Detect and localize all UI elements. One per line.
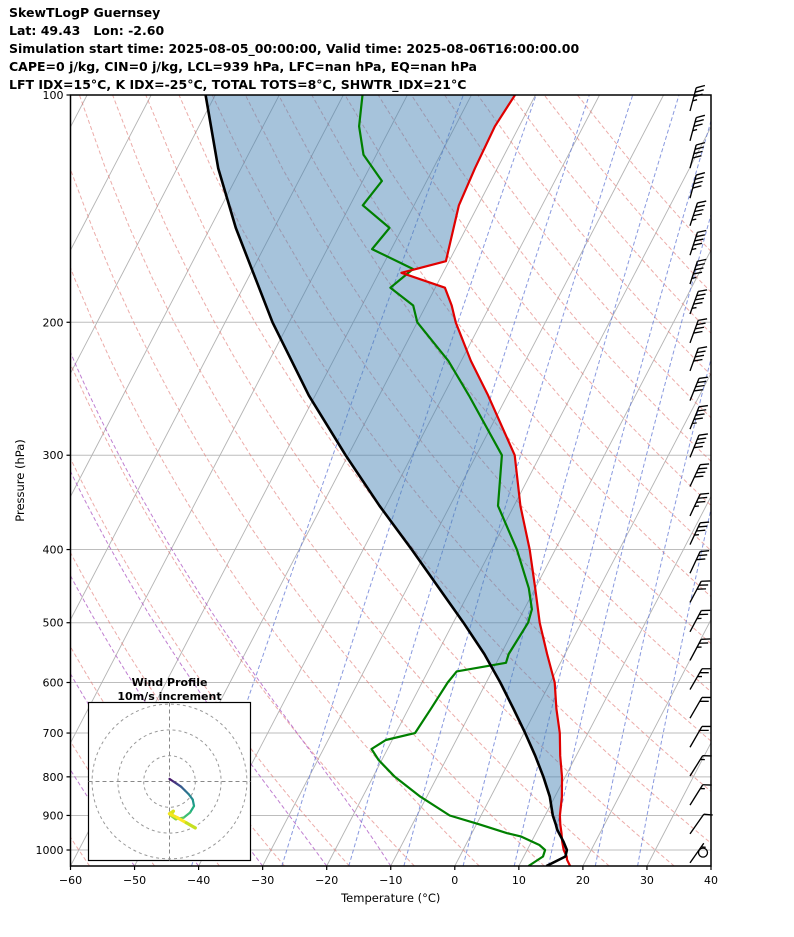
hodograph-trace-segment	[189, 804, 196, 814]
wind-barb	[689, 229, 707, 256]
wind-barb	[689, 463, 710, 487]
wind-barb	[689, 346, 708, 372]
pressure-tick-label: 300	[43, 449, 64, 462]
wind-barb	[689, 754, 712, 777]
header: SkewTLogP Guernsey Lat: 49.43 Lon: -2.60…	[9, 5, 579, 95]
wind-barb	[689, 492, 710, 517]
temperature-tick-label: −20	[315, 874, 338, 887]
wind-barb	[689, 668, 711, 690]
pressure-tick-label: 700	[43, 727, 64, 740]
wind-barb	[689, 376, 708, 401]
wind-barbs	[689, 84, 713, 864]
temperature-tick-label: −10	[379, 874, 402, 887]
pressure-tick-label: 500	[43, 617, 64, 630]
temperature-tick-label: −50	[123, 874, 146, 887]
isotherms	[70, 95, 711, 866]
wind-barb	[689, 404, 708, 430]
hodograph-subtitle: 10m/s increment	[117, 690, 221, 703]
temperature-line	[400, 95, 572, 866]
hodograph-content	[88, 702, 251, 861]
temperature-tick-label: 0	[451, 874, 458, 887]
parcel-line	[204, 95, 569, 866]
pressure-tick-label: 400	[43, 544, 64, 557]
wind-barb	[689, 521, 710, 545]
pressure-tick-label: 1000	[36, 844, 64, 857]
hodograph-title: Wind Profile	[132, 676, 208, 689]
pressure-tick-label: 200	[43, 316, 64, 329]
wind-barb	[689, 84, 706, 112]
hodograph-ring	[117, 729, 222, 834]
hodograph-trace-segment	[175, 816, 188, 825]
wind-barb	[689, 318, 708, 344]
temperature-tick-label: 40	[704, 874, 718, 887]
wind-barb	[689, 580, 711, 603]
dewpoint-line	[358, 95, 547, 866]
wind-barb	[689, 433, 708, 458]
calm-wind-circle	[697, 847, 709, 858]
wind-barb	[689, 172, 706, 199]
wind-barb	[689, 696, 711, 719]
chart-title: SkewTLogP Guernsey	[9, 5, 161, 20]
indices-line: LFT IDX=15°C, K IDX=-25°C, TOTAL TOTS=8°…	[9, 77, 467, 92]
hodograph-ring	[143, 755, 196, 808]
dry-adiabats	[70, 95, 711, 866]
temperature-tick-label: −60	[59, 874, 82, 887]
wind-barb	[689, 725, 711, 748]
temperature-tick-label: −30	[251, 874, 274, 887]
x-axis-label: Temperature (°C)	[340, 891, 440, 905]
pressure-tick-label: 600	[43, 677, 64, 690]
wind-barb	[689, 258, 707, 285]
cape-line: CAPE=0 j/kg, CIN=0 j/kg, LCL=939 hPa, LF…	[9, 59, 477, 74]
wind-barb	[689, 200, 707, 226]
hodograph-trace-segment	[184, 821, 197, 830]
y-axis-label: Pressure (hPa)	[13, 439, 27, 522]
temperature-tick-label: −40	[187, 874, 210, 887]
hodograph-ring	[91, 703, 248, 860]
temperature-tick-label: 20	[576, 874, 590, 887]
cin-shade-area	[205, 95, 567, 857]
wind-barb	[689, 289, 708, 315]
hodograph-trace-segment	[182, 811, 192, 819]
wind-barb	[689, 142, 706, 169]
wind-barb	[689, 638, 711, 661]
pressure-tick-label: 800	[43, 771, 64, 784]
wind-barb	[689, 114, 706, 142]
pressure-tick-label: 100	[43, 89, 64, 102]
pressure-tick-label: 900	[43, 809, 64, 822]
latlon-line: Lat: 49.43 Lon: -2.60	[9, 23, 165, 38]
temperature-tick-label: 10	[512, 874, 526, 887]
wind-barb	[689, 609, 711, 633]
times-line: Simulation start time: 2025-08-05_00:00:…	[9, 41, 580, 56]
wind-barb	[689, 813, 713, 835]
temperature-tick-label: 30	[640, 874, 654, 887]
wind-barb	[689, 784, 712, 806]
wind-barb	[689, 842, 706, 864]
wind-barb	[689, 550, 710, 574]
